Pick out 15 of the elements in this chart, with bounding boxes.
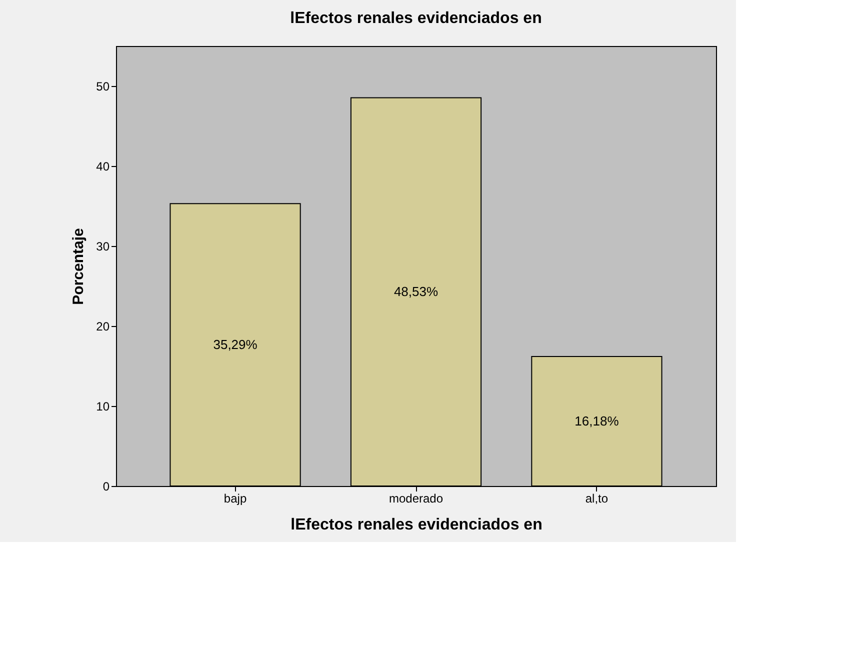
y-tick-label: 50 xyxy=(96,80,110,94)
y-axis-title: Porcentaje xyxy=(70,228,88,305)
x-tick-label: moderado xyxy=(388,492,444,506)
x-tick-label: al,to xyxy=(585,492,608,506)
y-tick-label: 10 xyxy=(96,400,110,414)
y-tick-label: 30 xyxy=(96,240,110,254)
x-axis-title: lEfectos renales evidenciados en xyxy=(290,516,542,534)
y-tick-label: 40 xyxy=(96,160,110,174)
x-tick-label: bajp xyxy=(224,492,247,506)
y-tick-label: 0 xyxy=(102,480,110,494)
y-tick-label: 20 xyxy=(96,320,110,334)
data-label: 16,18% xyxy=(574,413,620,428)
data-label: 48,53% xyxy=(394,284,438,299)
chart-title: lEfectos renales evidenciados en xyxy=(290,10,542,27)
data-label: 35,29% xyxy=(213,336,258,352)
